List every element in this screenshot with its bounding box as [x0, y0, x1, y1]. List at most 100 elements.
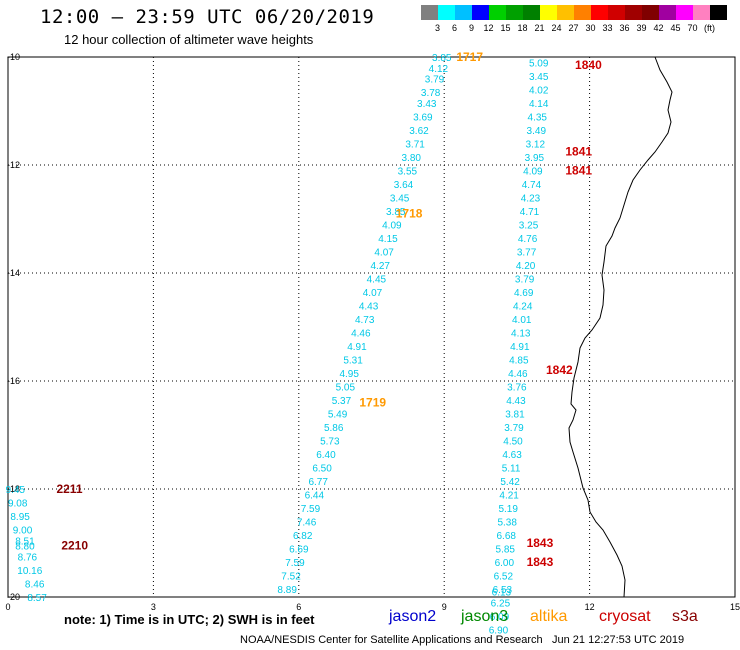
wave-height-value: 4.71 — [520, 207, 540, 218]
wave-height-value: 3.25 — [519, 220, 539, 231]
pass-time-label: 1717 — [456, 50, 483, 64]
wave-height-value: 6.68 — [497, 531, 517, 542]
legend-swatch — [523, 5, 540, 20]
wave-height-value: 3.85 — [386, 207, 406, 218]
pass-time-label: 1719 — [359, 396, 386, 410]
wave-height-value: 5.37 — [332, 396, 352, 407]
legend-label: 36 — [619, 23, 630, 33]
wave-height-value: 4.01 — [512, 315, 532, 326]
legend-swatch — [642, 5, 659, 20]
x-tick-label: 0 — [5, 602, 10, 612]
wave-height-value: 6.09 — [490, 612, 510, 623]
wave-height-value: 4.12 — [429, 64, 449, 75]
wave-height-value: 4.23 — [521, 193, 541, 204]
legend-label: 39 — [636, 23, 647, 33]
wave-height-value: 4.91 — [510, 342, 530, 353]
wave-height-value: 3.62 — [409, 126, 429, 137]
pass-time-label: 2211 — [56, 482, 82, 496]
coastline-path — [568, 56, 673, 598]
wave-height-value: 6.25 — [491, 598, 511, 609]
legend-label: 27 — [568, 23, 579, 33]
coastline — [568, 56, 673, 598]
wave-height-value: 3.45 — [390, 193, 410, 204]
wave-height-value: 3.12 — [526, 139, 546, 150]
legend-swatch — [591, 5, 608, 20]
satellite-tracks: 3.854.123.793.783.433.693.623.713.803.55… — [6, 50, 603, 636]
wave-height-value: 4.50 — [503, 436, 523, 447]
legend-label: 12 — [483, 23, 494, 33]
wave-height-value: 3.79 — [425, 75, 445, 86]
wave-height-value: 6.40 — [316, 450, 336, 461]
legend-swatch — [625, 5, 642, 20]
wave-height-value: 3.71 — [405, 139, 425, 150]
legend-swatch — [693, 5, 710, 20]
lat-lon-grid — [7, 56, 736, 598]
x-tick-label: 12 — [585, 602, 595, 612]
wave-height-value: 4.02 — [529, 85, 549, 96]
pass-time-label: 1843 — [527, 536, 554, 550]
footer-credit: NOAA/NESDIS Center for Satellite Applica… — [240, 634, 543, 646]
wave-height-value: 3.69 — [413, 112, 433, 123]
pass-time-label: 1718 — [396, 207, 423, 221]
y-tick-label: -10 — [7, 52, 20, 62]
wave-height-value: 4.13 — [511, 328, 531, 339]
wave-height-value: 4.46 — [351, 328, 371, 339]
wave-height-value: 3.64 — [394, 180, 414, 191]
axis-ticks: 0 3 6 9 12 15 -10 -12 -14 -16 -18 -20 — [5, 52, 740, 612]
y-tick-label: -18 — [7, 484, 20, 494]
wave-height-value: 5.49 — [328, 409, 348, 420]
pass-time-label: 1841 — [565, 145, 592, 159]
wave-height-value: 6.13 — [492, 588, 512, 599]
legend-swatch — [472, 5, 489, 20]
wave-height-value: 6.90 — [489, 625, 509, 636]
wave-height-value: 6.44 — [305, 490, 325, 501]
pass-time-label: 1840 — [575, 58, 602, 72]
wave-height-value: 3.81 — [505, 409, 525, 420]
wave-height-value: 6.53 — [493, 585, 513, 596]
legend-swatch — [455, 5, 472, 20]
legend-swatch — [608, 5, 625, 20]
wave-height-value: 4.74 — [522, 180, 542, 191]
wave-height-value: 9.00 — [13, 526, 33, 537]
wave-height-value: 4.35 — [528, 112, 548, 123]
wave-height-value: 7.46 — [297, 517, 317, 528]
wave-height-value: 4.15 — [378, 234, 398, 245]
page-subtitle: 12 hour collection of altimeter wave hei… — [64, 32, 314, 47]
wave-height-value: 8.57 — [27, 593, 47, 604]
wave-height-value: 7.59 — [285, 558, 305, 569]
pass-time-label: 2210 — [61, 539, 88, 553]
x-tick-label: 3 — [151, 602, 156, 612]
satellite-legend-altika: altika — [530, 608, 568, 625]
legend-label: 6 — [451, 23, 457, 33]
wave-height-value: 4.45 — [367, 274, 387, 285]
legend-label: 21 — [534, 23, 545, 33]
wave-height-value: 4.91 — [347, 342, 367, 353]
wave-height-value: 8.89 — [277, 585, 297, 596]
wave-height-value: 5.09 — [529, 58, 549, 69]
y-tick-label: -16 — [7, 376, 20, 386]
wave-height-value: 8.46 — [25, 580, 45, 591]
wave-height-value: 3.49 — [527, 126, 547, 137]
wave-height-value: 4.46 — [508, 369, 528, 380]
legend-swatch — [574, 5, 591, 20]
y-tick-label: -12 — [7, 160, 20, 170]
legend-label: 9 — [468, 23, 474, 33]
wave-height-value: 3.43 — [417, 99, 437, 110]
wave-height-value: 4.09 — [523, 166, 543, 177]
legend-label: 30 — [585, 23, 596, 33]
legend-unit: (ft) — [704, 23, 715, 33]
satellite-legend-jason2: jason2 — [389, 608, 437, 625]
legend-label: 24 — [551, 23, 562, 33]
wave-height-value: 5.05 — [336, 382, 356, 393]
legend-swatch — [540, 5, 557, 20]
wave-height-value: 6.50 — [312, 463, 332, 474]
page-title: 12:00 – 23:59 UTC 06/20/2019 — [40, 6, 375, 28]
legend-label: 33 — [602, 23, 613, 33]
legend-label: 18 — [517, 23, 528, 33]
wave-height-value: 4.24 — [513, 301, 533, 312]
wave-height-value: 5.85 — [496, 544, 516, 555]
legend-swatch — [710, 5, 727, 20]
wave-height-value: 10.16 — [17, 566, 42, 577]
wave-height-value: 3.95 — [525, 153, 545, 164]
